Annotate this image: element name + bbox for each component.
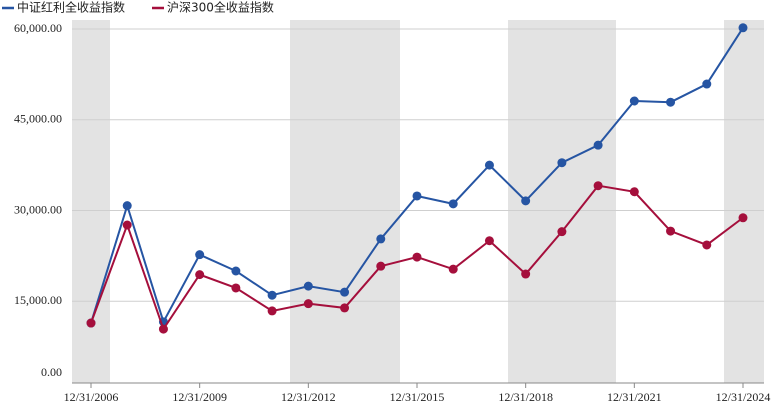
legend-label: 中证红利全收益指数 <box>17 0 125 15</box>
point <box>340 287 350 297</box>
y-tick-label: 60,000.00 <box>14 21 62 35</box>
point <box>521 269 531 279</box>
point <box>231 283 241 293</box>
band <box>72 20 110 383</box>
plot <box>86 23 748 334</box>
point <box>484 236 494 246</box>
band <box>290 20 400 383</box>
point <box>122 220 132 230</box>
point <box>303 281 313 291</box>
y-tick-label: 0.00 <box>41 365 62 379</box>
x-tick-label: 12/31/2024 <box>716 390 771 404</box>
x-tick-label: 12/31/2021 <box>607 390 662 404</box>
point <box>267 290 277 300</box>
y-tick-label: 15,000.00 <box>14 293 62 307</box>
point <box>122 201 132 211</box>
point <box>484 160 494 170</box>
point <box>557 227 567 237</box>
point <box>521 196 531 206</box>
point <box>412 191 422 201</box>
point <box>448 199 458 209</box>
x-tick-label: 12/31/2015 <box>390 390 445 404</box>
point <box>340 303 350 313</box>
point <box>195 270 205 280</box>
y-tick-label: 45,000.00 <box>14 112 62 126</box>
point <box>702 240 712 250</box>
point <box>593 181 603 191</box>
x-tick-label: 12/31/2009 <box>172 390 227 404</box>
point <box>702 79 712 89</box>
x-tick-label: 12/31/2018 <box>498 390 553 404</box>
point <box>303 299 313 309</box>
grid <box>72 28 764 302</box>
point <box>738 213 748 223</box>
point <box>448 264 458 274</box>
legend-label: 沪深300全收益指数 <box>167 0 274 15</box>
point <box>666 226 676 236</box>
point <box>557 158 567 168</box>
x-tick-label: 12/31/2006 <box>64 390 119 404</box>
point <box>629 187 639 197</box>
point <box>158 324 168 334</box>
point <box>629 96 639 106</box>
point <box>412 252 422 262</box>
point <box>195 250 205 260</box>
point <box>593 140 603 150</box>
y-tick-label: 30,000.00 <box>14 202 62 216</box>
series-line <box>90 27 744 325</box>
point <box>267 306 277 316</box>
point <box>86 318 96 328</box>
point <box>231 266 241 276</box>
point <box>738 23 748 33</box>
legend: 中证红利全收益指数 沪深300全收益指数 <box>2 0 274 15</box>
point <box>666 97 676 107</box>
x-tick-label: 12/31/2012 <box>281 390 336 404</box>
point <box>376 234 386 244</box>
point <box>376 261 386 271</box>
band <box>724 20 764 383</box>
